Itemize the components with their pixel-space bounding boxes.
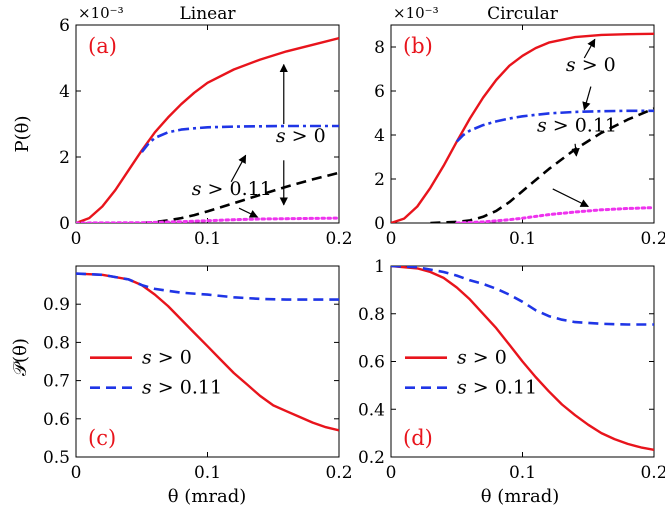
panel-label: (d) (403, 426, 433, 450)
series-line-magenta (455, 206, 654, 223)
annotation-label: s > 0.11 (537, 115, 617, 137)
x-tick-label: 0 (386, 229, 397, 249)
y-tick-label: 6 (59, 16, 70, 36)
y-tick-label: 0.6 (358, 353, 385, 373)
x-tick-label: 0.1 (194, 229, 221, 249)
panel-a: 0 0.1 0.2 0 2 4 6 ×10⁻³ Linear (a) s > 0 s > 0.11 (59, 4, 352, 249)
x-tick-label: 0.2 (325, 229, 352, 249)
y-axis-label-bottom: 𝒫(θ) (10, 338, 31, 376)
annotation-label: s > 0 (566, 54, 616, 76)
annotation-label: s > 0 (276, 125, 326, 147)
series-group (391, 266, 654, 451)
y-tick-label: 0.5 (43, 448, 70, 468)
legend-label: s > 0 (457, 347, 507, 369)
x-tick-label: 0.1 (194, 463, 221, 483)
series-line-red (391, 266, 654, 451)
legend: s > 0 s > 0.11 (405, 347, 537, 399)
x-tick-label: 0.1 (509, 463, 536, 483)
x-tick-label: 0 (71, 463, 82, 483)
y-tick-label: 6 (374, 82, 385, 102)
series-group (76, 272, 339, 432)
series-line-black (430, 107, 654, 223)
panel-title: Linear (180, 4, 237, 24)
series-line-magenta (76, 216, 339, 223)
annotation-arrow (230, 154, 247, 183)
y-tick-label: 2 (374, 170, 385, 190)
panel-label: (c) (88, 426, 116, 450)
series-line-blue (391, 266, 654, 326)
series-group (391, 32, 654, 223)
legend: s > 0 s > 0.11 (90, 347, 222, 399)
x-tick-label: 0.1 (509, 229, 536, 249)
y-tick-label: 4 (374, 126, 385, 146)
y-tick-label: 0.7 (43, 372, 70, 392)
x-tick-label: 0.2 (640, 229, 665, 249)
series-line-blue (76, 272, 339, 301)
x-tick-label: 0.2 (325, 463, 352, 483)
series-line-red (76, 37, 339, 223)
annotation-arrow (571, 143, 580, 157)
y-tick-label: 0.4 (358, 400, 385, 420)
y-axis-label-top: P(θ) (12, 116, 33, 153)
annotation-label: s > 0.11 (192, 178, 272, 200)
y-tick-label: 0 (59, 214, 70, 234)
exponent-label: ×10⁻³ (78, 4, 124, 22)
x-axis-label-right: θ (mrad) (481, 486, 560, 507)
series-line-blue (140, 124, 339, 153)
x-tick-label: 0 (71, 229, 82, 249)
annotation-arrow (238, 207, 259, 218)
annotation-arrow (583, 38, 596, 59)
series-line-red (391, 32, 654, 223)
y-tick-label: 0.9 (43, 295, 70, 315)
panel-d: 0 0.1 0.2 0.2 0.4 0.6 0.8 1 (d) s > 0 s > 0.11 (358, 257, 665, 483)
series-line-red (76, 272, 339, 432)
x-tick-label: 0.2 (640, 463, 665, 483)
exponent-label: ×10⁻³ (393, 4, 439, 22)
y-tick-label: 0.6 (43, 410, 70, 430)
annotation-arrow (552, 188, 590, 208)
y-tick-label: 0.8 (358, 305, 385, 325)
panel-b: 0 0.1 0.2 0 2 4 6 8 ×10⁻³ Circular (b) s > 0 s > 0.1… (374, 4, 665, 249)
series-line-blue (455, 109, 654, 143)
y-tick-label: 2 (59, 148, 70, 168)
series-group (76, 37, 339, 223)
y-tick-label: 0.2 (358, 448, 385, 468)
panel-label: (a) (88, 34, 117, 58)
y-tick-label: 1 (374, 257, 385, 277)
series-line-black (141, 171, 339, 223)
legend-label: s > 0 (142, 347, 192, 369)
y-tick-label: 8 (374, 38, 385, 58)
annotation-arrow (582, 86, 592, 111)
x-tick-label: 0 (386, 463, 397, 483)
legend-label: s > 0.11 (142, 377, 222, 399)
y-tick-label: 4 (59, 82, 70, 102)
panel-c: 0 0.1 0.2 0.5 0.6 0.7 0.8 0.9 (c) s > 0 s > 0.11 (43, 265, 353, 483)
x-axis-label-left: θ (mrad) (168, 486, 247, 507)
y-tick-label: 0 (374, 214, 385, 234)
panel-title: Circular (487, 4, 559, 24)
panel-label: (b) (403, 34, 433, 58)
y-tick-label: 0.8 (43, 333, 70, 353)
legend-label: s > 0.11 (457, 377, 537, 399)
